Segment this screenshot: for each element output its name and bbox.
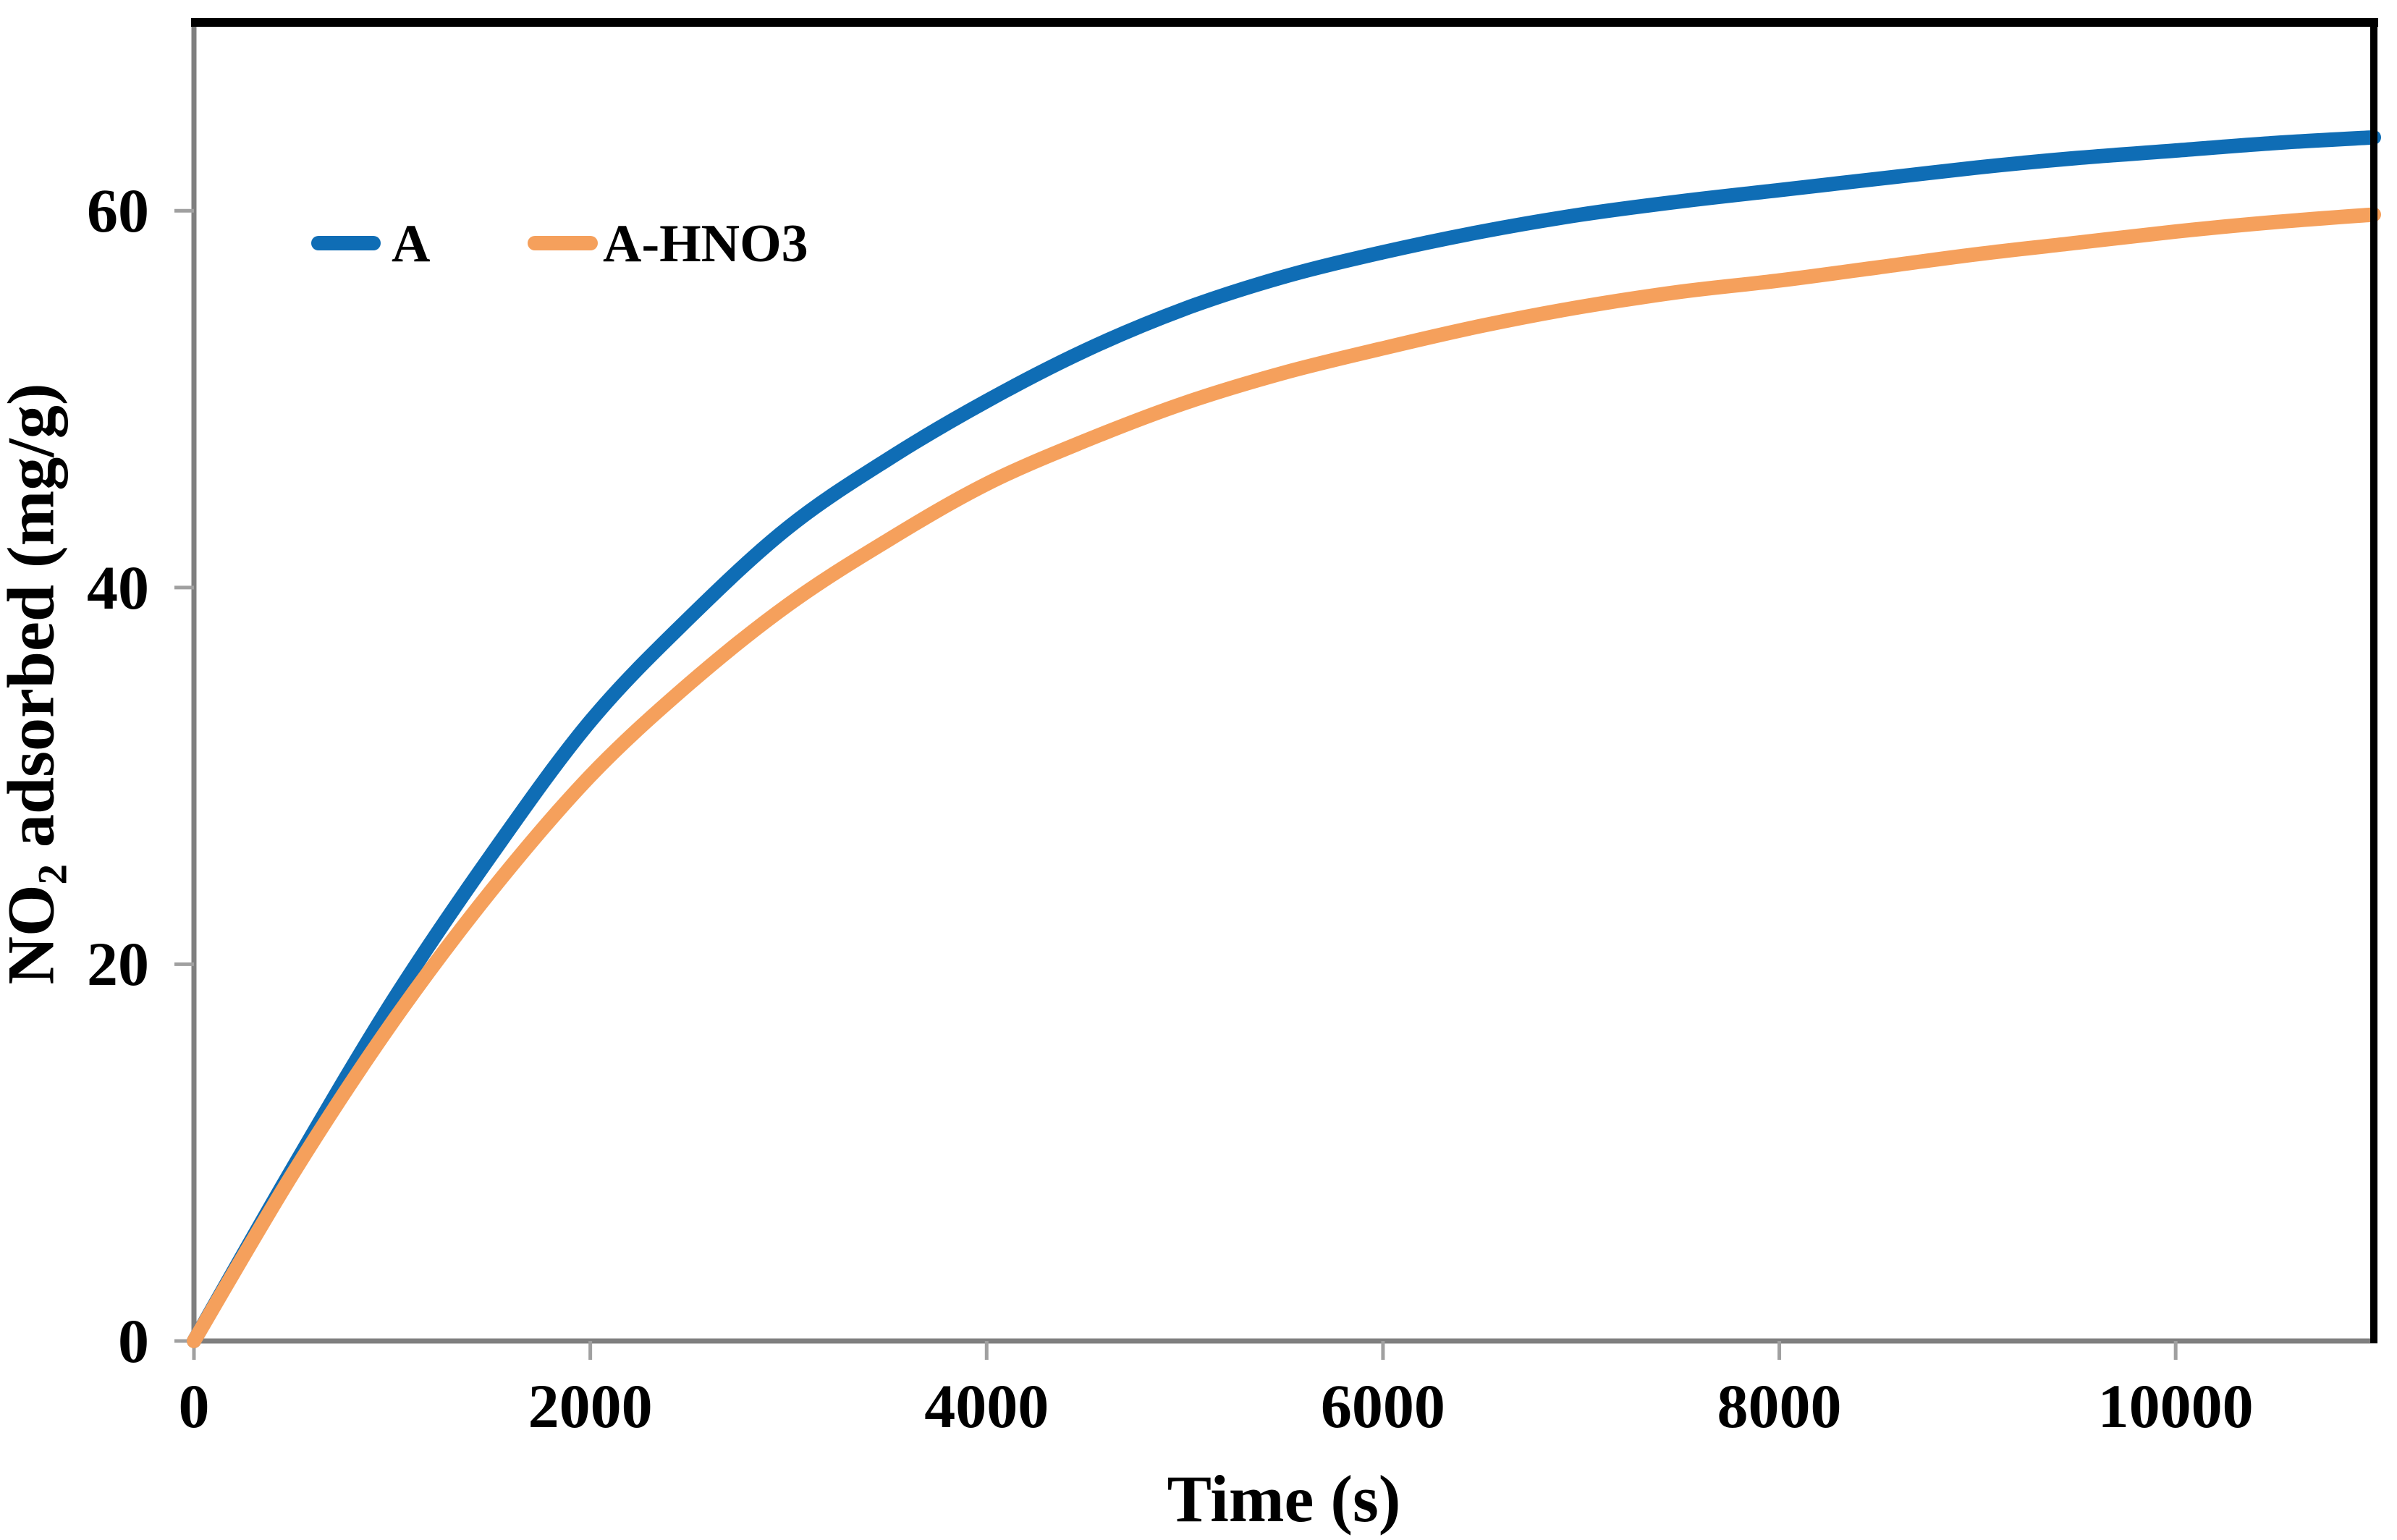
y-tick-label: 0 [118,1306,149,1376]
x-tick-label: 4000 [924,1371,1049,1441]
legend-label-series-a-hno3: A-HNO3 [603,214,808,274]
y-axis-title-text: NO [0,884,68,985]
y-tick-label: 60 [87,176,149,246]
y-axis-title: NO2 adsorbed (mg/g) [0,384,88,985]
x-tick-label: 0 [178,1371,210,1441]
x-axis-title: Time (s) [1167,1462,1401,1536]
y-tick-label: 40 [87,552,149,622]
y-axis-title-rest: adsorbed (mg/g) [0,383,68,864]
legend-label-series-a: A [392,214,431,274]
series-line-a-hno3 [187,207,2381,1348]
x-tick-label: 2000 [528,1371,653,1441]
legend-swatch-series-a-hno3 [528,236,598,250]
legend-swatch-series-a [311,236,381,250]
x-tick-label: 6000 [1320,1371,1445,1441]
y-tick-label: 20 [87,929,149,999]
x-tick-label: 8000 [1717,1371,1842,1441]
x-tick-label: 10000 [2097,1371,2254,1441]
y-axis-title-subscript: 2 [30,863,76,885]
series-line-a [187,130,2381,1348]
